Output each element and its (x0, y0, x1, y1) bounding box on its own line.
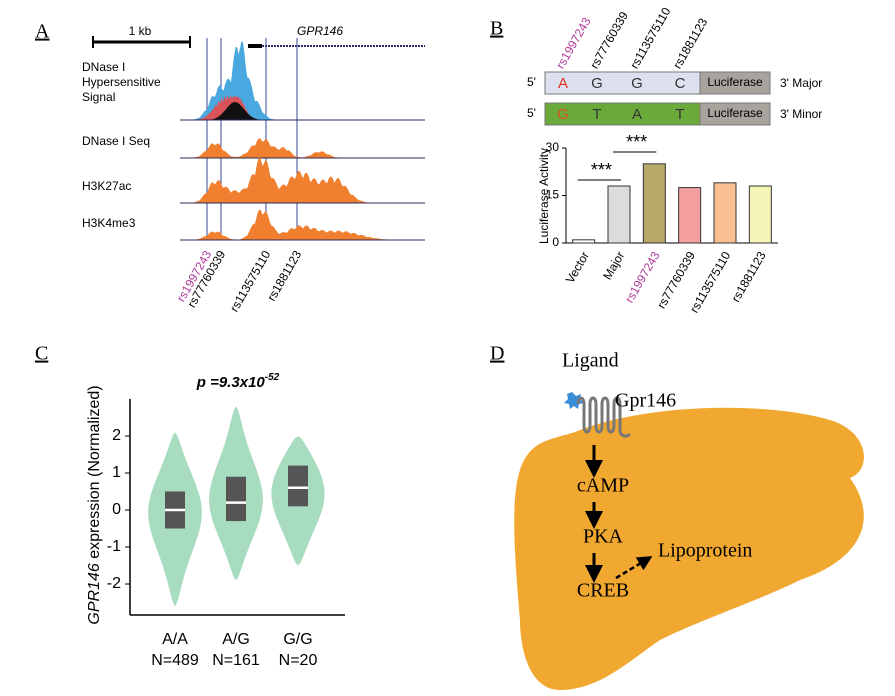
panel-label: C (35, 343, 48, 365)
allele: G (591, 75, 603, 92)
x-tick-label: rs1997243 (622, 249, 663, 305)
three-prime: 3' Major (780, 76, 822, 90)
panel-label: B (490, 18, 503, 40)
count-label: N=489 (151, 652, 199, 669)
three-prime: 3' Minor (780, 107, 822, 121)
bar (607, 185, 631, 244)
track-label: H3K4me3 (82, 216, 136, 230)
significance-label: *** (591, 160, 612, 180)
count-label: N=20 (279, 652, 318, 669)
y-label-text: expression (Normalized) (86, 385, 103, 563)
signal-track (180, 209, 425, 240)
count-label: N=161 (212, 652, 260, 669)
chart-title: p =9.3x10-52 (196, 372, 280, 391)
x-tick-label: Major (600, 249, 627, 282)
scale-label: 1 kb (129, 24, 152, 38)
track-label: DNase I Seq (82, 134, 150, 148)
reporter-label: Luciferase (707, 106, 763, 120)
signal-track (180, 157, 425, 203)
allele: A (632, 106, 642, 123)
x-tick-label: rs1881123 (729, 249, 769, 305)
x-tick-label: A/G (222, 631, 250, 648)
signal-overlay (200, 102, 265, 120)
signal-track (180, 138, 425, 158)
y-tick-label: 0 (552, 235, 559, 249)
pathway-output: Lipoprotein (658, 540, 752, 562)
box (226, 476, 246, 522)
reporter-label: Luciferase (707, 75, 763, 89)
y-tick-label: 1 (112, 464, 121, 481)
snp-label: rs113575110 (227, 248, 273, 314)
y-tick-label: 15 (546, 188, 560, 202)
y-axis-label: GPR146 expression (Normalized) (86, 385, 103, 624)
significance-label: *** (626, 132, 647, 152)
five-prime: 5' (527, 106, 536, 120)
y-tick-label: -2 (107, 575, 121, 592)
title-exponent: -52 (265, 372, 280, 383)
allele: T (675, 106, 684, 123)
y-tick-label: -1 (107, 538, 121, 555)
track-label: Signal (82, 90, 115, 104)
ligand-label: Ligand (562, 350, 619, 372)
y-axis-label: Luciferase Activity (537, 148, 551, 244)
y-tick-label: 0 (112, 501, 121, 518)
five-prime: 5' (527, 75, 536, 89)
x-tick-label: Vector (563, 249, 592, 285)
snp-label: rs1881123 (670, 15, 710, 71)
x-tick-label: A/A (162, 631, 188, 648)
allele: C (675, 75, 686, 92)
pathway-step: CREB (577, 580, 629, 602)
pathway-step: PKA (583, 526, 624, 548)
bar (713, 182, 737, 244)
track-label: H3K27ac (82, 179, 131, 193)
pathway: cAMP PKA CREB Lipoprotein (577, 445, 752, 602)
title-text: p =9.3x10 (196, 374, 266, 391)
track-label: DNase I (82, 60, 125, 74)
reporter-box (699, 102, 771, 126)
ligand-icon (564, 392, 584, 409)
bar (642, 163, 666, 244)
reporter-box (699, 71, 771, 95)
gene-name: GPR146 (297, 24, 343, 38)
bar (572, 239, 596, 244)
dashed-arrow (615, 556, 653, 580)
receptor-label: Gpr146 (615, 390, 676, 412)
allele: A (558, 75, 568, 92)
panel-label: D (490, 343, 504, 365)
bar (678, 187, 702, 244)
allele: T (592, 106, 601, 123)
bar (748, 185, 772, 244)
y-tick-label: 2 (112, 427, 121, 444)
box (288, 465, 308, 507)
y-tick-label: 30 (546, 140, 560, 154)
allele: G (557, 106, 569, 123)
snp-label: rs77760339 (587, 9, 631, 71)
track-label: Hypersensitive (82, 75, 161, 89)
y-label-gene: GPR146 (86, 563, 103, 624)
allele: G (631, 75, 643, 92)
snp-label: rs113575110 (627, 5, 673, 71)
x-tick-label: G/G (283, 631, 312, 648)
liver (514, 407, 864, 690)
pathway-step: cAMP (577, 475, 629, 497)
panel-label: A (35, 21, 50, 43)
receptor-icon (576, 396, 632, 438)
